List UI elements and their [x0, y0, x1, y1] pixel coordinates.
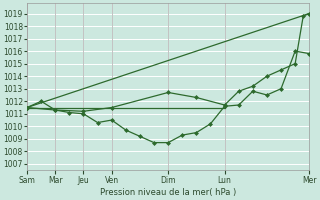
X-axis label: Pression niveau de la mer( hPa ): Pression niveau de la mer( hPa )	[100, 188, 236, 197]
